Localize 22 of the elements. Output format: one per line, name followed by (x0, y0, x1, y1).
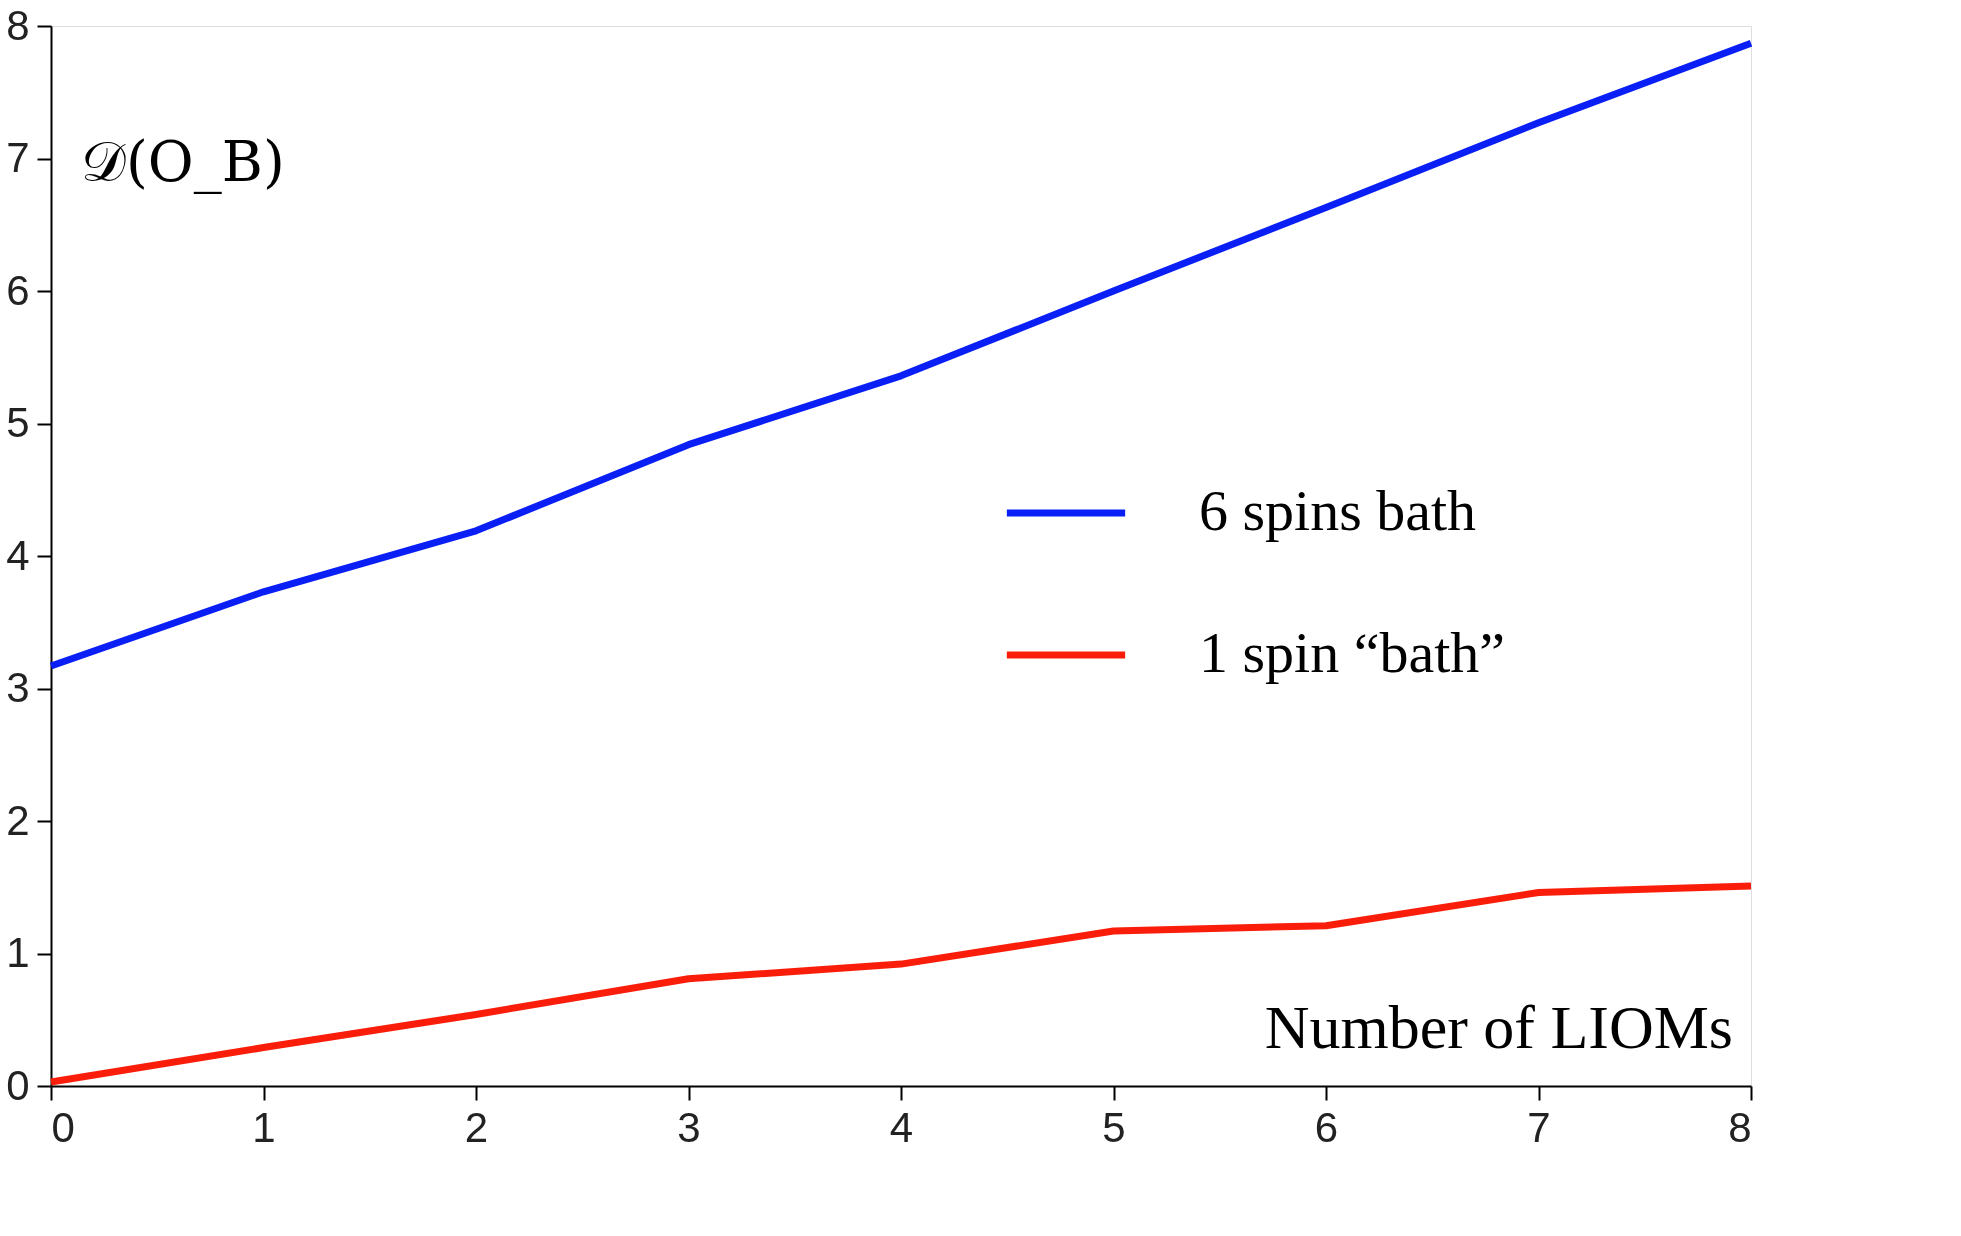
y-tick-label: 7 (6, 134, 30, 181)
y-tick-label: 3 (6, 664, 30, 711)
x-tick-label: 3 (677, 1103, 701, 1151)
y-axis-title: 𝒟(O_B) (81, 128, 285, 194)
legend-label: 1 spin “bath” (1199, 620, 1506, 685)
y-tick-label: 8 (6, 1, 30, 49)
x-tick-label: 4 (889, 1103, 914, 1151)
y-tick-label: 4 (6, 531, 30, 579)
x-tick-label: 8 (1728, 1103, 1752, 1151)
y-tick-label: 2 (6, 796, 30, 844)
x-tick-label: 2 (464, 1103, 489, 1151)
legend-label: 6 spins bath (1199, 478, 1477, 543)
y-tick-label: 6 (6, 266, 30, 314)
x-tick-label: 1 (252, 1103, 276, 1151)
x-axis-title: Number of LIOMs (1264, 993, 1733, 1061)
x-tick-label: 7 (1527, 1103, 1551, 1151)
x-tick-label: 0 (51, 1103, 75, 1151)
x-tick-label: 5 (1102, 1103, 1126, 1151)
x-tick-label: 6 (1314, 1103, 1339, 1151)
y-tick-label: 0 (6, 1061, 30, 1109)
y-tick-label: 5 (6, 399, 30, 446)
y-tick-label: 1 (6, 929, 30, 976)
